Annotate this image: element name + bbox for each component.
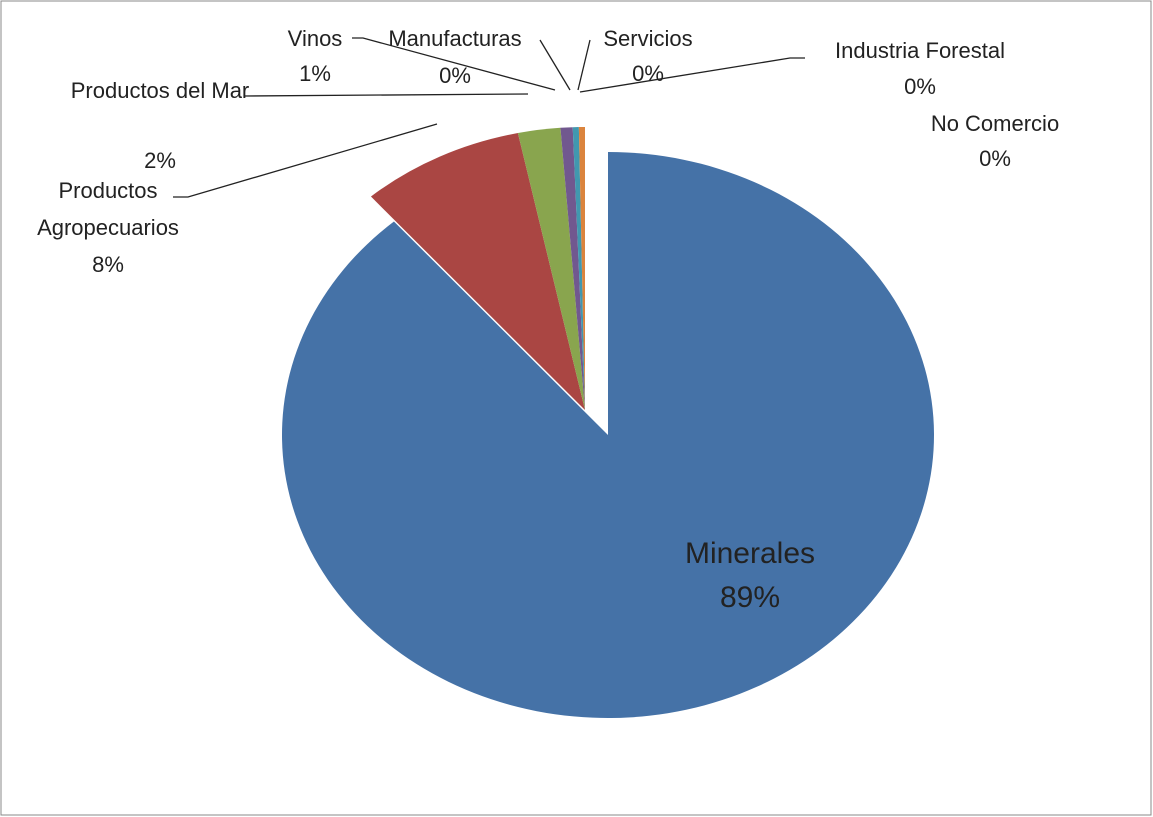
slice-value-label: 2% bbox=[144, 148, 176, 173]
slice-label: Servicios bbox=[603, 26, 693, 51]
slice-label: No Comercio bbox=[930, 111, 1060, 136]
pie-slice bbox=[572, 127, 585, 410]
pie-slice bbox=[560, 127, 585, 410]
slice-label: Manufacturas bbox=[388, 26, 522, 51]
slice-label: Minerales bbox=[684, 537, 816, 570]
slice-label: Productos del Mar bbox=[70, 78, 250, 103]
slice-label: Productos Agropecuarios bbox=[37, 178, 179, 240]
slice-value-label: 0% bbox=[979, 146, 1011, 171]
slice-label: Industria Forestal bbox=[835, 38, 1005, 63]
slice-value-label: 0% bbox=[439, 63, 471, 88]
leader-line bbox=[173, 123, 438, 198]
slice-label: Vinos bbox=[287, 26, 343, 51]
slice-value-label: 0% bbox=[904, 74, 936, 99]
leader-line bbox=[352, 37, 556, 91]
pie-slice bbox=[517, 127, 585, 411]
pie-slice bbox=[370, 133, 585, 411]
slice-value-label: 8% bbox=[92, 252, 124, 277]
slice-value-label: 0% bbox=[632, 61, 664, 86]
slice-value-label: 89% bbox=[719, 581, 781, 614]
leader-line bbox=[539, 39, 571, 91]
leader-line bbox=[577, 39, 591, 91]
leader-line bbox=[579, 57, 805, 93]
pie-slice bbox=[578, 127, 585, 410]
pie-slice bbox=[281, 152, 934, 718]
slice-value-label: 1% bbox=[299, 61, 331, 86]
leader-line bbox=[244, 93, 529, 97]
